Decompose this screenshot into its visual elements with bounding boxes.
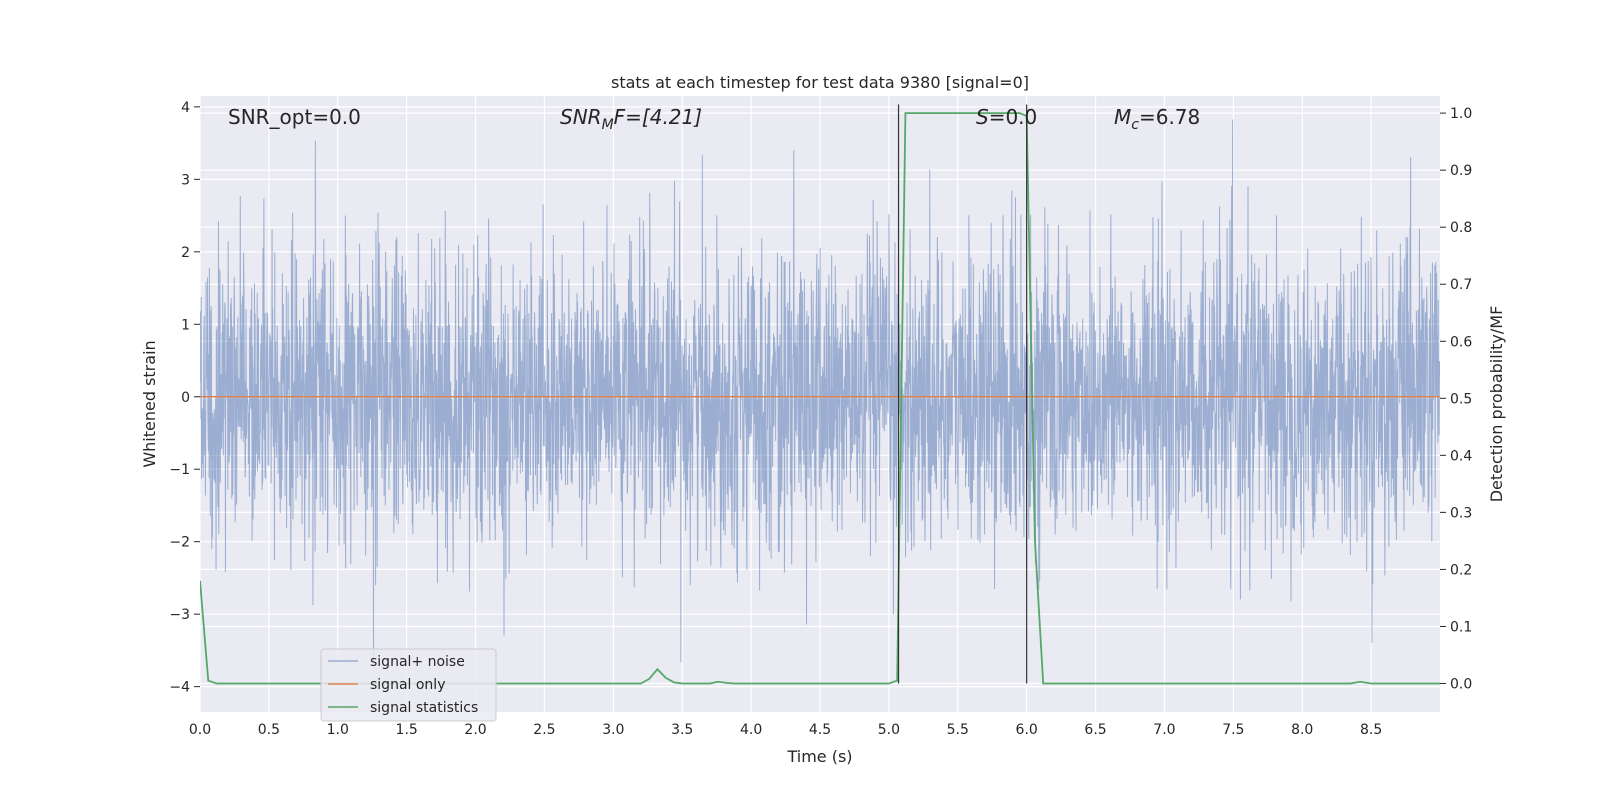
- x-tick-label: 7.0: [1153, 722, 1175, 738]
- y-tick-label: −3: [169, 607, 190, 623]
- x-tick-label: 0.5: [258, 722, 280, 738]
- annotation-mc-name: M: [1114, 105, 1131, 129]
- x-tick-label: 6.0: [1016, 722, 1038, 738]
- legend-label-signal-only: signal only: [370, 677, 445, 693]
- x-tick-label: 4.5: [809, 722, 831, 738]
- annotation-snr-opt: SNR_opt=0.0: [228, 105, 361, 129]
- y-axis-label: Whitened strain: [140, 340, 159, 467]
- y-right-tick-label: 0.3: [1450, 505, 1472, 521]
- y-right-tick-label: 0.6: [1450, 334, 1472, 350]
- annotation-mc-rest: =6.78: [1139, 105, 1200, 129]
- annotation-snr-mf-sub: M: [602, 117, 614, 133]
- series-signal-noise: [200, 119, 1440, 666]
- x-ticks: 0.0 0.5 1.0 1.5 2.0 2.5 3.0 3.5 4.0 4.5 5.0 5.5 6.0 6…: [189, 722, 1382, 738]
- x-tick-label: 1.5: [396, 722, 418, 738]
- y-right-tick-label: 0.4: [1450, 448, 1472, 464]
- y-tick-label: −4: [169, 680, 190, 696]
- legend-label-signal-statistics: signal statistics: [370, 700, 478, 716]
- x-tick-label: 5.5: [947, 722, 969, 738]
- x-tick-label: 8.0: [1291, 722, 1313, 738]
- annotation-s-name: S: [976, 105, 989, 129]
- vertical-lines: [897, 104, 1028, 684]
- y-right-tick-label: 0.7: [1450, 277, 1472, 293]
- x-axis-label: Time (s): [786, 747, 852, 766]
- y-tick-label: −1: [169, 462, 190, 478]
- y-right-tick-label: 0.2: [1450, 562, 1472, 578]
- x-tick-label: 8.5: [1360, 722, 1382, 738]
- x-tick-label: 3.0: [602, 722, 624, 738]
- legend-label-signal-noise: signal+ noise: [370, 654, 465, 670]
- y-right-tick-label: 0.0: [1450, 676, 1472, 692]
- x-tick-label: 3.5: [671, 722, 693, 738]
- x-tick-label: 2.0: [464, 722, 486, 738]
- y-tick-label: 1: [181, 317, 190, 333]
- y-tick-label: −2: [169, 535, 190, 551]
- annotation-mc-sub: c: [1131, 117, 1139, 133]
- annotation-snr-mf-name: SNR: [560, 105, 602, 129]
- y-tick-label: 4: [181, 100, 190, 116]
- y-tick-label: 2: [181, 245, 190, 261]
- legend-box: [320, 648, 497, 722]
- y-right-tick-label: 0.5: [1450, 391, 1472, 407]
- x-tick-label: 2.5: [533, 722, 555, 738]
- x-tick-label: 4.0: [740, 722, 762, 738]
- x-tick-label: 7.5: [1222, 722, 1244, 738]
- y-tick-label: 0: [181, 390, 190, 406]
- y-ticks: −4 −3 −2 −1 0 1 2 3 4: [169, 100, 200, 696]
- x-tick-label: 5.0: [878, 722, 900, 738]
- legend: signal+ noise signal only signal statist…: [320, 648, 497, 722]
- x-tick-label: 0.0: [189, 722, 211, 738]
- x-tick-label: 1.0: [327, 722, 349, 738]
- x-tick-label: 6.5: [1084, 722, 1106, 738]
- y-tick-label: 3: [181, 172, 190, 188]
- y-right-tick-label: 0.1: [1450, 619, 1472, 635]
- annotation-s: S=0.0: [976, 105, 1037, 129]
- chart-title: stats at each timestep for test data 938…: [611, 73, 1029, 92]
- annotation-mc: Mc=6.78: [1114, 105, 1200, 133]
- y-ticks-right: 0.0 0.1 0.2 0.3 0.4 0.5 0.6 0.7 0.8 0.9 1.0: [1440, 106, 1472, 692]
- y-right-tick-label: 0.8: [1450, 220, 1472, 236]
- annotations: SNR_opt=0.0 SNRMF=[4.21] S=0.0 Mc=6.78: [228, 105, 1200, 133]
- annotation-snr-mf-rest: F=[4.21]: [614, 105, 702, 129]
- y-right-tick-label: 1.0: [1450, 106, 1472, 122]
- y-right-tick-label: 0.9: [1450, 163, 1472, 179]
- annotation-snr-mf: SNRMF=[4.21]: [560, 105, 702, 133]
- y-axis-right-label: Detection probability/MF: [1487, 306, 1506, 503]
- annotation-s-rest: =0.0: [989, 105, 1038, 129]
